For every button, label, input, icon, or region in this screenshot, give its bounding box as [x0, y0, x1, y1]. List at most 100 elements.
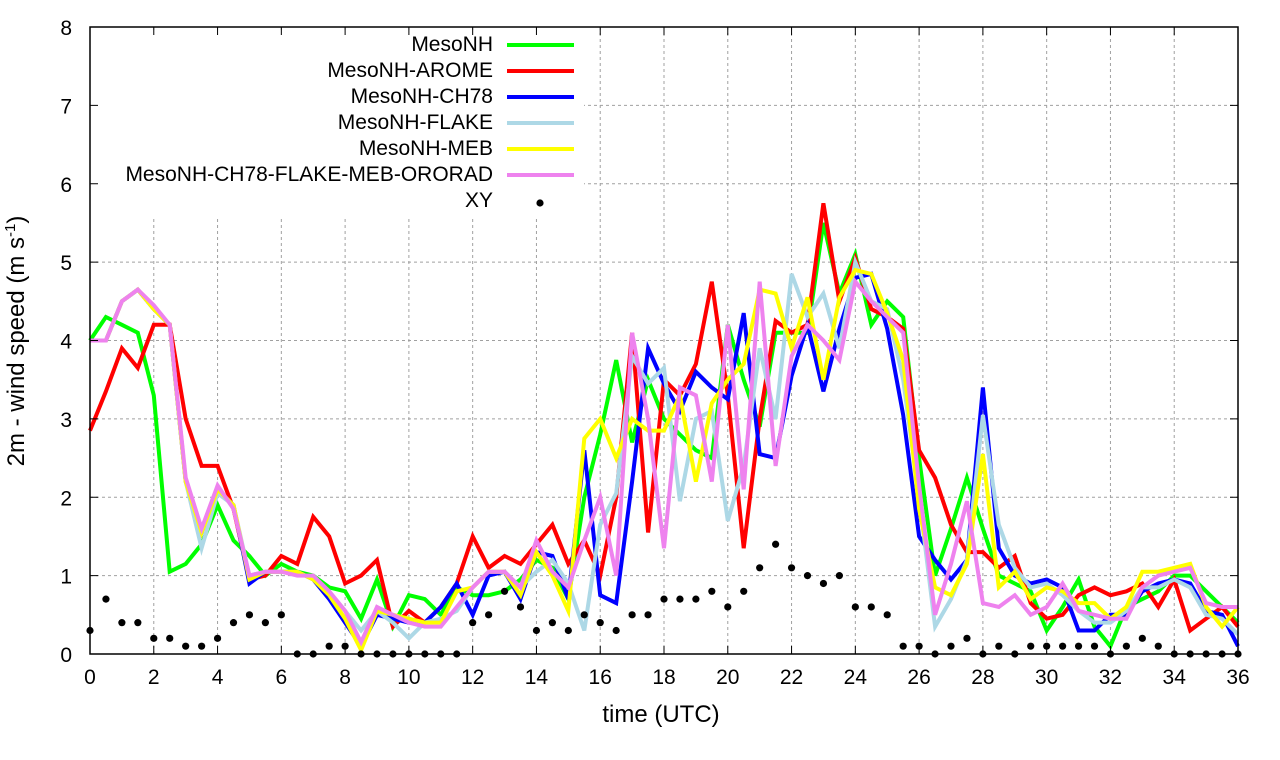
data-point-xy — [724, 603, 732, 611]
y-tick-labels: 0 1 2 3 4 5 6 7 8 — [60, 17, 72, 667]
x-tick-label: 34 — [1163, 666, 1187, 689]
data-point-xy — [548, 619, 556, 627]
data-point-xy — [261, 619, 269, 627]
data-point-xy — [580, 611, 588, 619]
y-axis-title-close: ) — [3, 216, 30, 224]
legend-label: XY — [465, 189, 493, 212]
data-point-xy — [198, 642, 206, 650]
y-tick-label: 5 — [60, 252, 72, 275]
x-tick-label: 12 — [461, 666, 484, 689]
data-point-xy — [660, 595, 668, 603]
y-tick-label: 2 — [60, 487, 72, 510]
y-tick-label: 1 — [60, 566, 72, 589]
data-point-xy — [835, 572, 843, 580]
data-point-xy — [628, 611, 636, 619]
data-point-xy — [867, 603, 875, 611]
x-tick-label: 8 — [339, 666, 351, 689]
data-point-xy — [469, 619, 477, 627]
y-tick-label: 7 — [60, 95, 72, 118]
data-point-xy — [166, 634, 174, 642]
y-axis-title-main: 2m - wind speed (m s — [3, 237, 30, 466]
legend-background — [72, 30, 584, 218]
series-line-mesonh-ch78-flake-meb-ororad — [90, 277, 1238, 647]
x-tick-label: 18 — [652, 666, 675, 689]
legend-item-mesonh-meb: MesoNH-MEB — [359, 137, 574, 160]
data-point-xy — [532, 626, 541, 635]
legend-marker — [536, 199, 544, 207]
data-point-xy — [883, 611, 891, 619]
legend-label: MesoNH-AROME — [327, 59, 493, 82]
x-tick-label: 2 — [148, 666, 160, 689]
data-point-xy — [596, 619, 604, 627]
data-point-xy — [102, 595, 110, 603]
data-point-xy — [708, 587, 716, 595]
data-point-xy — [325, 642, 333, 650]
data-point-xy — [229, 619, 238, 627]
data-point-xy — [150, 634, 158, 642]
data-point-xy — [516, 603, 525, 611]
legend-label: MesoNH — [411, 33, 493, 56]
series-layer — [88, 202, 1240, 655]
legend-item-mesonh-ch78-flake-meb-ororad: MesoNH-CH78-FLAKE-MEB-ORORAD — [125, 163, 574, 186]
x-tick-label: 0 — [84, 666, 96, 689]
data-point-xy — [1059, 642, 1067, 650]
y-tick-label: 8 — [60, 17, 72, 40]
x-tick-label: 30 — [1035, 666, 1058, 689]
data-point-xy — [1122, 642, 1130, 650]
y-tick-label: 3 — [60, 409, 72, 432]
data-point-xy — [947, 642, 955, 650]
data-point-xy — [803, 572, 812, 580]
data-point-xy — [245, 611, 254, 619]
data-point-xy — [787, 564, 796, 572]
data-point-xy — [118, 619, 126, 627]
axis-ticks — [89, 26, 1239, 655]
data-point-xy — [134, 619, 142, 627]
legend-item-mesonh-arome: MesoNH-AROME — [327, 59, 574, 82]
data-point-xy — [756, 564, 764, 572]
x-tick-label: 22 — [780, 666, 803, 689]
x-tick-label: 20 — [716, 666, 739, 689]
x-tick-label: 28 — [971, 666, 994, 689]
data-point-xy — [644, 611, 652, 619]
data-point-xy — [995, 642, 1003, 650]
data-point-xy — [772, 540, 780, 548]
data-point-xy — [612, 626, 620, 635]
x-tick-label: 32 — [1099, 666, 1122, 689]
data-point-xy — [740, 587, 748, 595]
data-point-xy — [692, 595, 700, 603]
data-point-xy — [485, 611, 493, 619]
series-line-mesonh — [88, 222, 1240, 651]
data-point-xy — [213, 634, 222, 642]
points-layer — [86, 540, 1242, 658]
data-point-xy — [182, 642, 190, 650]
legend-item-xy: XY — [465, 189, 544, 212]
x-tick-label: 14 — [525, 666, 549, 689]
legend-label: MesoNH-CH78-FLAKE-MEB-ORORAD — [125, 163, 493, 186]
x-axis-title: time (UTC) — [602, 701, 719, 728]
legend-item-mesonh-ch78: MesoNH-CH78 — [351, 85, 574, 108]
y-tick-label: 4 — [60, 331, 72, 354]
data-point-xy — [277, 611, 285, 619]
data-point-xy — [1154, 642, 1162, 650]
x-tick-label: 26 — [907, 666, 930, 689]
x-tick-label: 36 — [1226, 666, 1249, 689]
data-point-xy — [1074, 642, 1083, 650]
x-tick-label: 10 — [397, 666, 420, 689]
data-point-xy — [1138, 634, 1146, 642]
data-point-xy — [963, 634, 971, 642]
legend-label: MesoNH-CH78 — [351, 85, 493, 108]
x-tick-label: 16 — [589, 666, 612, 689]
x-tick-labels: 0 2 4 6 8 10 12 14 16 18 20 22 24 26 28 30 32 34 36 — [84, 666, 1250, 689]
data-point-xy — [851, 603, 859, 611]
y-tick-label: 6 — [60, 174, 72, 197]
legend-item-mesonh-flake: MesoNH-FLAKE — [338, 111, 574, 134]
data-point-xy — [1090, 642, 1099, 650]
data-point-xy — [1027, 642, 1035, 650]
legend: MesoNH MesoNH-AROME MesoNH-CH78 MesoNH-FLAK… — [125, 33, 574, 212]
data-point-xy — [819, 579, 828, 588]
legend-label: MesoNH-FLAKE — [338, 111, 493, 134]
data-point-xy — [564, 626, 572, 635]
legend-item-mesonh: MesoNH — [411, 33, 574, 56]
legend-label: MesoNH-MEB — [359, 137, 493, 160]
data-point-xy — [500, 587, 509, 595]
